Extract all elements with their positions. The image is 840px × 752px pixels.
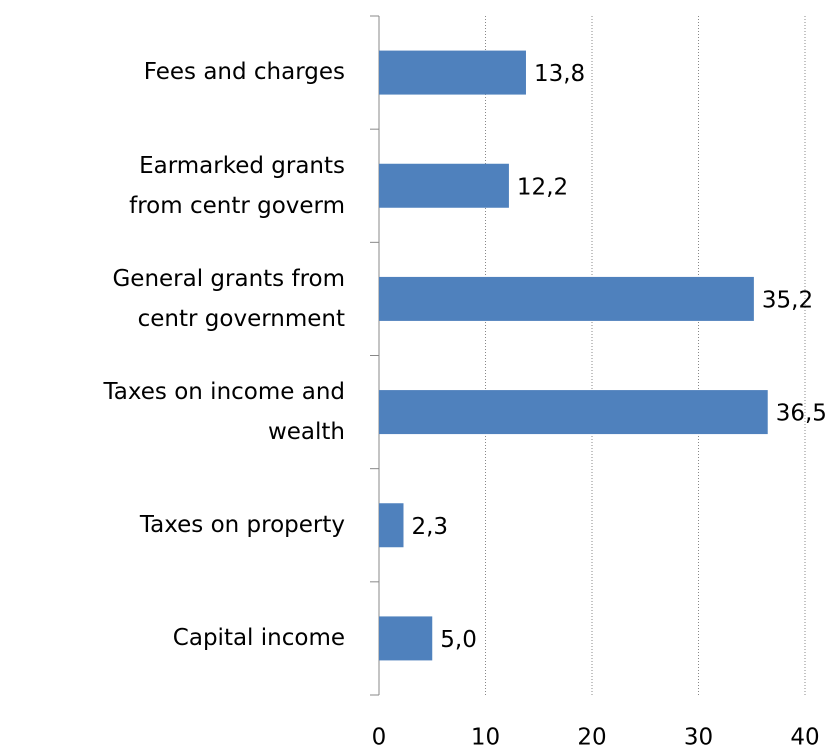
y-tick-label: General grants from centr government <box>112 265 345 331</box>
bar <box>379 163 509 208</box>
bar <box>379 390 768 435</box>
x-tick-label: 30 <box>684 725 713 751</box>
bar <box>379 503 404 548</box>
y-tick-label: Earmarked grants from centr goverm <box>129 152 345 218</box>
y-tick-label: Fees and charges <box>144 59 345 85</box>
y-tick-label: Capital income <box>173 625 345 651</box>
bar <box>379 50 526 95</box>
bar <box>379 276 754 321</box>
value-label: 35,2 <box>762 287 813 313</box>
y-tick-label: Taxes on income and wealth <box>103 379 345 445</box>
bar <box>379 616 433 661</box>
value-label: 36,5 <box>776 401 827 427</box>
value-label: 5,0 <box>440 627 477 653</box>
x-tick-label: 0 <box>372 725 387 751</box>
value-label: 13,8 <box>534 61 585 87</box>
value-label: 12,2 <box>517 174 568 200</box>
x-tick-label: 10 <box>471 725 500 751</box>
x-tick-label: 40 <box>790 725 819 751</box>
y-tick-label: Taxes on property <box>139 512 345 538</box>
value-label: 2,3 <box>411 514 448 540</box>
x-tick-label: 20 <box>577 725 606 751</box>
